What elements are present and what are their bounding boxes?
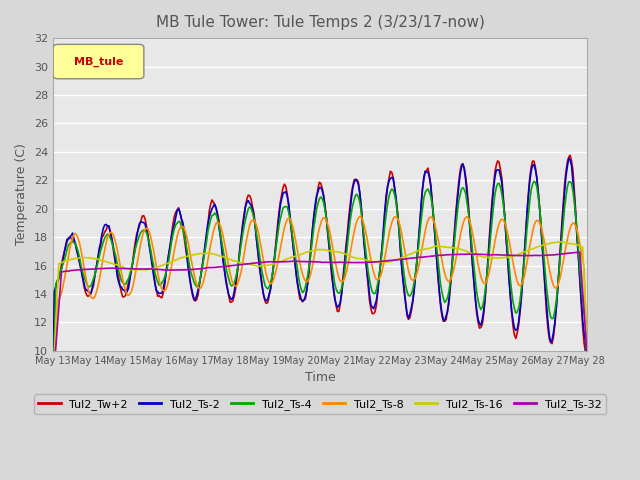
Title: MB Tule Tower: Tule Temps 2 (3/23/17-now): MB Tule Tower: Tule Temps 2 (3/23/17-now… — [156, 15, 484, 30]
FancyBboxPatch shape — [53, 44, 144, 79]
Text: MB_tule: MB_tule — [74, 57, 123, 67]
Y-axis label: Temperature (C): Temperature (C) — [15, 144, 28, 245]
X-axis label: Time: Time — [305, 371, 335, 384]
Legend: Tul2_Tw+2, Tul2_Ts-2, Tul2_Ts-4, Tul2_Ts-8, Tul2_Ts-16, Tul2_Ts-32: Tul2_Tw+2, Tul2_Ts-2, Tul2_Ts-4, Tul2_Ts… — [34, 394, 606, 414]
